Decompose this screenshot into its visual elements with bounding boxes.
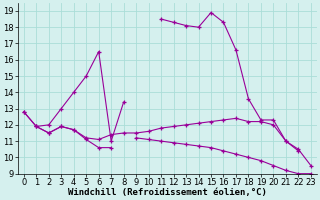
X-axis label: Windchill (Refroidissement éolien,°C): Windchill (Refroidissement éolien,°C) xyxy=(68,188,267,197)
